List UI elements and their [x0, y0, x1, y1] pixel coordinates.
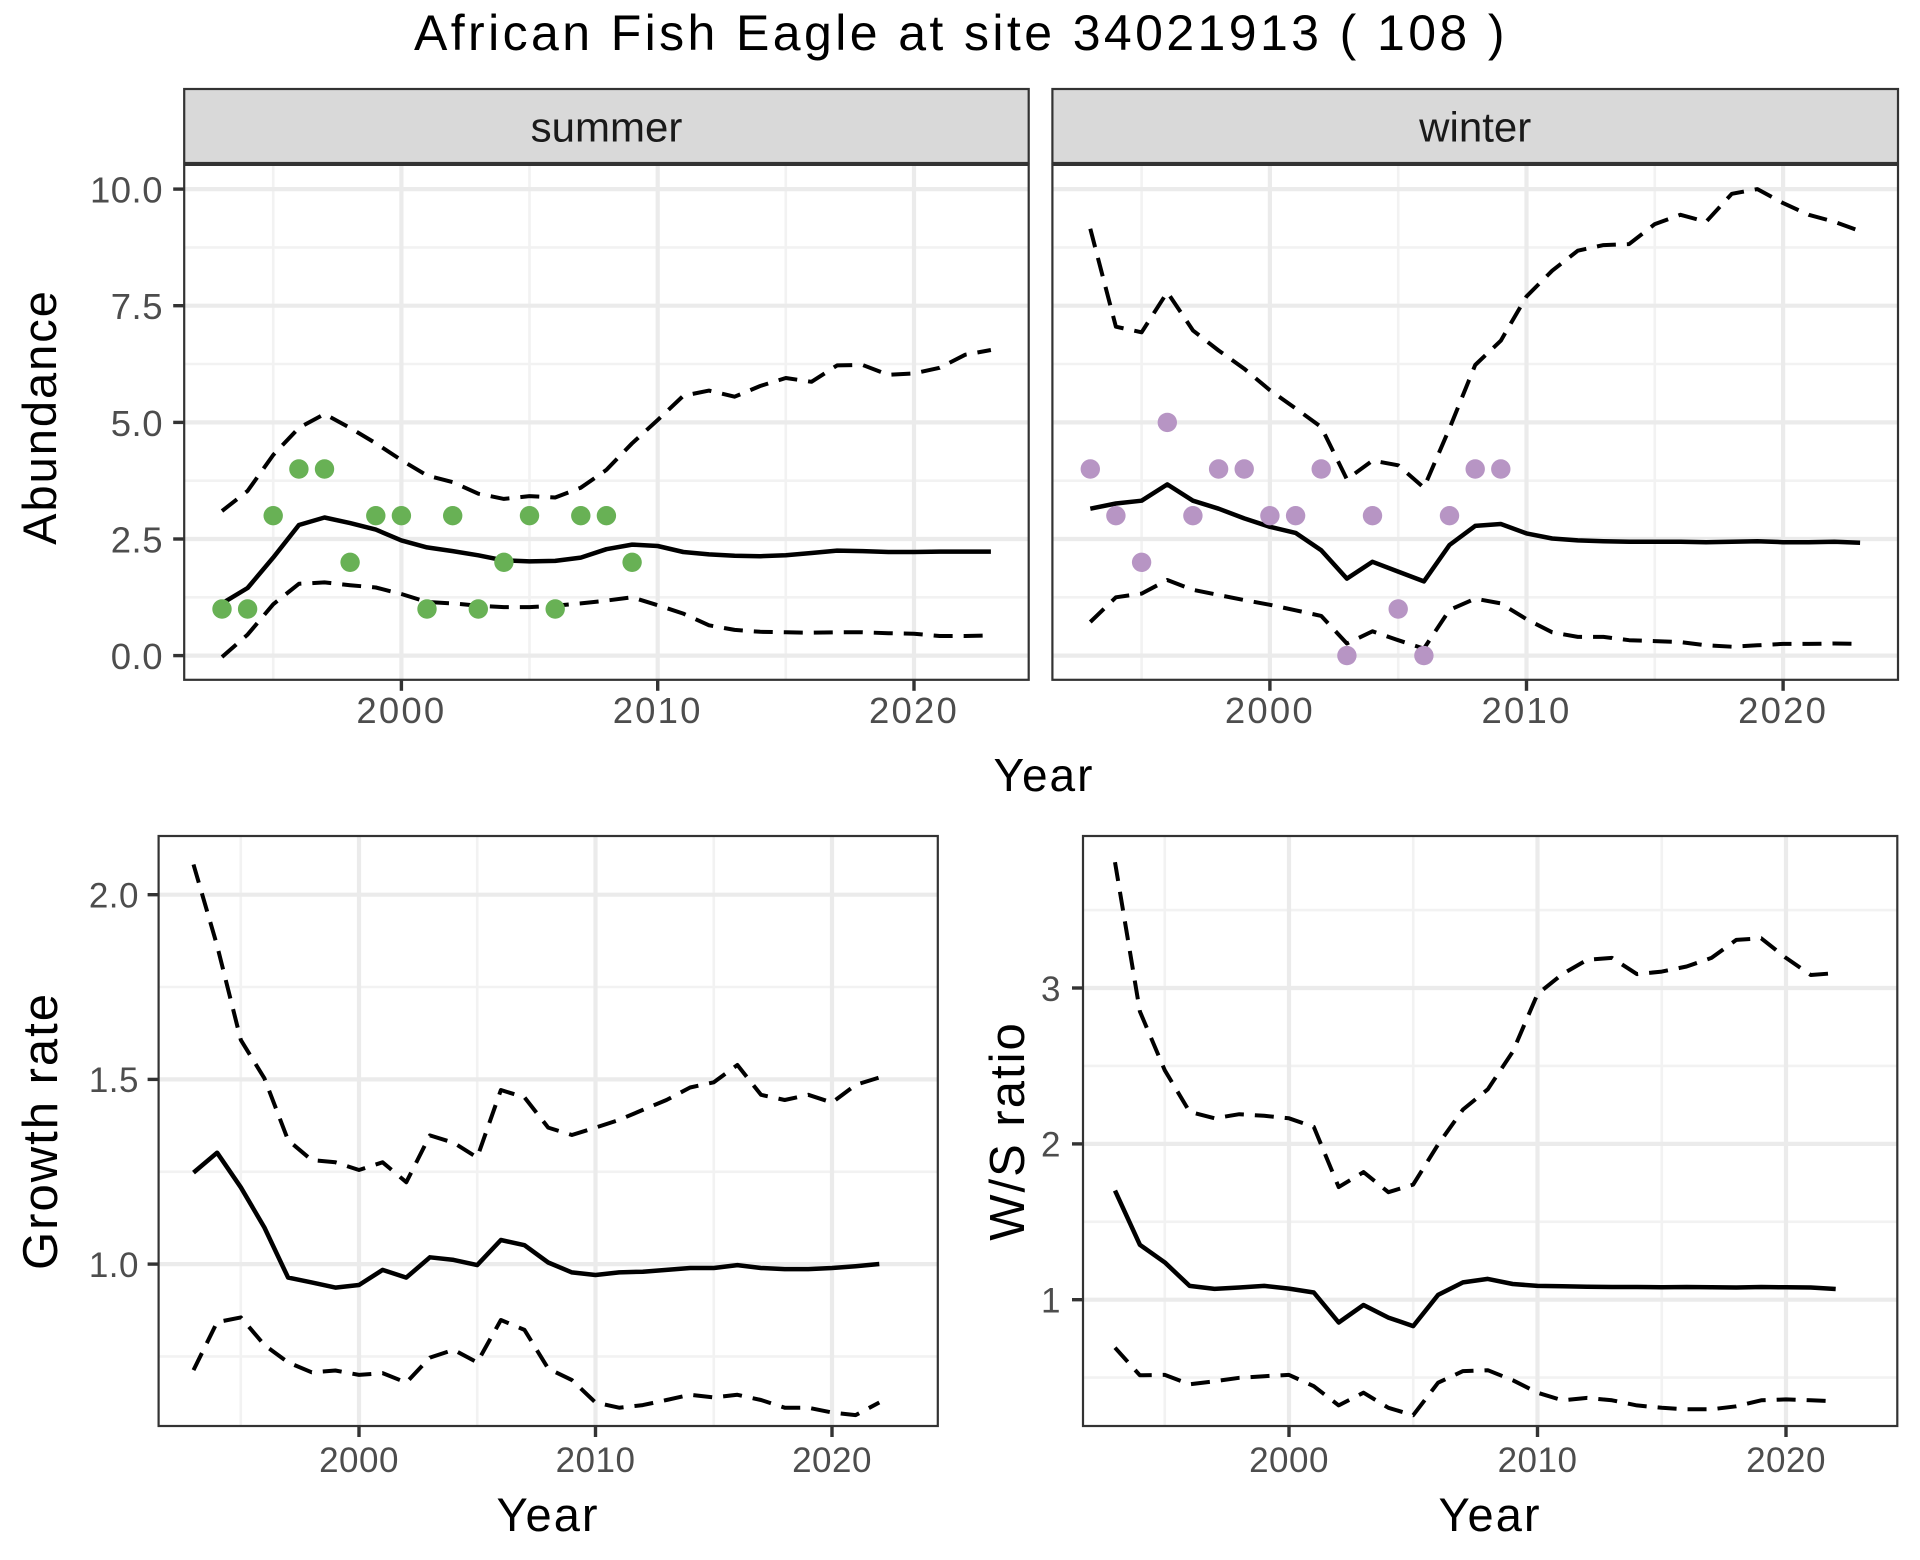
svg-text:2000: 2000 — [1249, 1441, 1329, 1480]
svg-text:2020: 2020 — [792, 1441, 872, 1480]
svg-text:summer: summer — [531, 104, 683, 151]
svg-text:2.0: 2.0 — [89, 877, 139, 916]
svg-text:Growth rate: Growth rate — [14, 992, 68, 1270]
svg-text:2010: 2010 — [1498, 1441, 1578, 1480]
svg-text:W/S ratio: W/S ratio — [981, 1021, 1035, 1240]
svg-text:2010: 2010 — [613, 690, 703, 731]
svg-text:3: 3 — [1041, 970, 1061, 1009]
svg-text:2000: 2000 — [319, 1441, 399, 1480]
svg-text:2010: 2010 — [556, 1441, 636, 1480]
svg-text:African Fish Eagle at site 340: African Fish Eagle at site 34021913 ( 10… — [414, 5, 1508, 61]
svg-text:2020: 2020 — [869, 690, 959, 731]
svg-text:winter: winter — [1418, 104, 1531, 151]
svg-text:1: 1 — [1041, 1282, 1061, 1321]
svg-text:7.5: 7.5 — [111, 286, 163, 327]
svg-text:2.5: 2.5 — [111, 519, 163, 560]
svg-text:Abundance: Abundance — [13, 289, 66, 545]
svg-text:Year: Year — [994, 749, 1095, 801]
svg-text:10.0: 10.0 — [90, 170, 163, 211]
svg-text:0.0: 0.0 — [111, 636, 163, 677]
svg-text:1.5: 1.5 — [89, 1061, 139, 1100]
svg-text:5.0: 5.0 — [111, 403, 163, 444]
svg-text:2020: 2020 — [1738, 690, 1828, 731]
svg-text:2000: 2000 — [1225, 690, 1315, 731]
svg-text:Year: Year — [497, 1488, 600, 1541]
svg-text:2000: 2000 — [356, 690, 446, 731]
svg-text:2020: 2020 — [1746, 1441, 1826, 1480]
svg-text:2: 2 — [1041, 1126, 1061, 1165]
svg-text:2010: 2010 — [1482, 690, 1572, 731]
svg-text:Year: Year — [1439, 1488, 1542, 1541]
svg-text:1.0: 1.0 — [89, 1246, 139, 1285]
